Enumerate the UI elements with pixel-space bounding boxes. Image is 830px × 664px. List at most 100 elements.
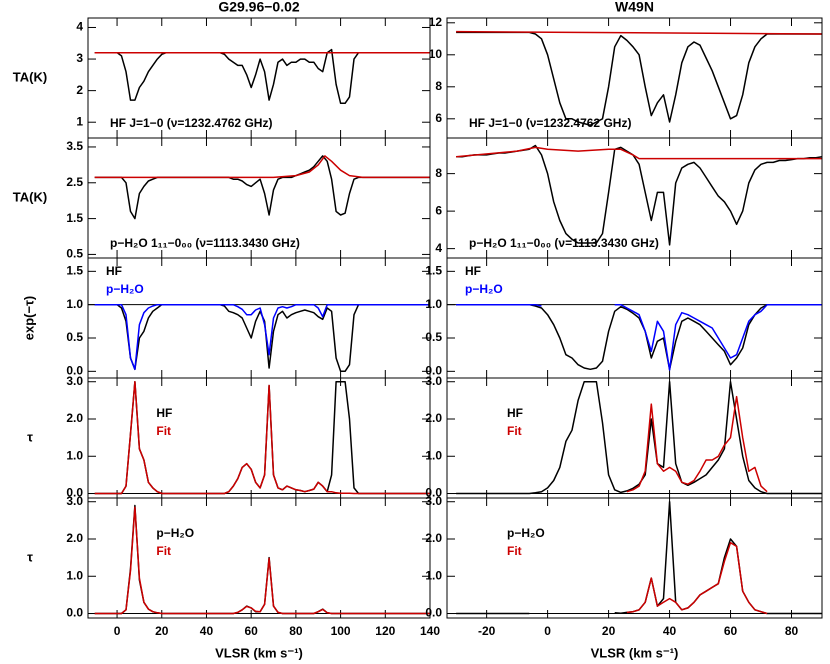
- x-tick-label: 0: [544, 624, 551, 638]
- spectrum-line: [94, 155, 430, 220]
- y-tick-label: 1.0: [66, 297, 83, 311]
- x-tick-label: 40: [200, 624, 214, 638]
- y-tick-label: 1.0: [425, 568, 442, 582]
- panel-frame: [87, 497, 431, 619]
- y-tick-label: 1.0: [66, 568, 83, 582]
- y-tick-label: 0.5: [66, 330, 83, 344]
- y-tick-label: 0.0: [425, 364, 442, 378]
- legend-label: p−H₂O: [507, 526, 545, 540]
- x-tick-label: 40: [663, 624, 677, 638]
- spectrum-line: [456, 144, 822, 246]
- y-tick-label: 12: [429, 15, 443, 29]
- panel-frame: [446, 257, 823, 379]
- spectrum-line: [626, 541, 768, 615]
- y-tick-label: 10: [429, 47, 443, 61]
- y-axis-label: exp(−τ): [21, 296, 36, 340]
- x-tick-label: 120: [375, 624, 395, 638]
- y-tick-label: 3: [76, 51, 83, 65]
- y-tick-label: 3.0: [425, 494, 442, 508]
- y-tick-label: 2.5: [66, 175, 83, 189]
- legend-label: p−H₂O: [156, 526, 194, 540]
- y-tick-label: 3.0: [425, 374, 442, 388]
- y-tick-label: 6: [435, 203, 442, 217]
- spectrum-line: [456, 31, 822, 126]
- y-tick-label: 0.0: [425, 606, 442, 620]
- x-tick-label: 140: [420, 624, 440, 638]
- x-tick-label: 60: [724, 624, 738, 638]
- legend-label: Fit: [156, 544, 171, 558]
- panel-title: G29.96−0.02: [218, 0, 300, 15]
- y-tick-label: 1.0: [425, 297, 442, 311]
- spectrum-line: [94, 380, 430, 495]
- legend-label: p−H₂O: [106, 282, 144, 296]
- legend-label: Fit: [156, 424, 171, 438]
- spectrum-line: [94, 380, 430, 495]
- y-axis-label: τ: [27, 429, 33, 444]
- y-tick-label: 2: [76, 83, 83, 97]
- y-tick-label: 0.0: [425, 486, 442, 500]
- spectrum-line: [626, 395, 768, 493]
- y-tick-label: 1.0: [66, 448, 83, 462]
- y-tick-label: 8: [435, 79, 442, 93]
- x-tick-label: 0: [114, 624, 121, 638]
- legend-label: HF: [156, 406, 172, 420]
- y-tick-label: 0.5: [66, 247, 83, 261]
- spectrum-line: [94, 506, 430, 615]
- annotation: HF J=1−0 (ν=1232.4762 GHz): [110, 116, 272, 130]
- x-axis-label: VLSR (km s⁻¹): [215, 645, 303, 660]
- legend-label: HF: [106, 264, 122, 278]
- legend-label: HF: [507, 406, 523, 420]
- spectrum-line: [94, 504, 430, 615]
- panel-frame: [446, 377, 823, 499]
- y-tick-label: 1.5: [66, 264, 83, 278]
- y-tick-label: 6: [435, 111, 442, 125]
- spectrum-line: [456, 146, 822, 160]
- y-tick-label: 3.5: [66, 139, 83, 153]
- spectrum-line: [456, 303, 822, 371]
- y-tick-label: 1.5: [66, 211, 83, 225]
- spectrum-line: [94, 303, 430, 371]
- annotation: p−H₂O 1₁₁−0₀₀ (ν=1113.3430 GHz): [110, 236, 300, 250]
- spectrum-line: [94, 155, 430, 179]
- annotation: HF J=1−0 (ν=1232.4762 GHz): [469, 116, 631, 130]
- x-tick-label: 100: [331, 624, 351, 638]
- x-tick-label: 80: [289, 624, 303, 638]
- spectrum-line: [94, 48, 430, 105]
- annotation: p−H₂O 1₁₁−0₀₀ (ν=1113.3430 GHz): [469, 236, 659, 250]
- y-axis-label: τ: [27, 549, 33, 564]
- x-tick-label: 20: [602, 624, 616, 638]
- x-axis-label: VLSR (km s⁻¹): [591, 645, 679, 660]
- panel-frame: [87, 257, 431, 379]
- panel-frame: [446, 497, 823, 619]
- y-tick-label: 4: [76, 20, 83, 34]
- legend-label: HF: [465, 264, 481, 278]
- y-tick-label: 0.0: [66, 486, 83, 500]
- y-axis-label: TA(K): [13, 69, 47, 84]
- x-tick-label: 60: [244, 624, 258, 638]
- panel-title: W49N: [615, 0, 654, 15]
- y-tick-label: 2.0: [425, 411, 442, 425]
- x-tick-label: 80: [785, 624, 799, 638]
- y-tick-label: 2.0: [66, 411, 83, 425]
- y-tick-label: 3.0: [66, 494, 83, 508]
- legend-label: Fit: [507, 544, 522, 558]
- y-tick-label: 3.0: [66, 374, 83, 388]
- y-tick-label: 0.0: [66, 606, 83, 620]
- x-tick-label: 20: [155, 624, 169, 638]
- y-tick-label: 4: [435, 241, 442, 255]
- y-axis-label: TA(K): [13, 189, 47, 204]
- y-tick-label: 1.0: [425, 448, 442, 462]
- legend-label: Fit: [507, 424, 522, 438]
- y-tick-label: 1.5: [425, 264, 442, 278]
- spectrum-line: [456, 30, 822, 35]
- y-tick-label: 2.0: [66, 531, 83, 545]
- legend-label: p−H₂O: [465, 282, 503, 296]
- y-tick-label: 0.5: [425, 330, 442, 344]
- y-tick-label: 8: [435, 166, 442, 180]
- x-tick-label: -20: [478, 624, 496, 638]
- y-tick-label: 0.0: [66, 364, 83, 378]
- y-tick-label: 1: [76, 114, 83, 128]
- y-tick-label: 2.0: [425, 531, 442, 545]
